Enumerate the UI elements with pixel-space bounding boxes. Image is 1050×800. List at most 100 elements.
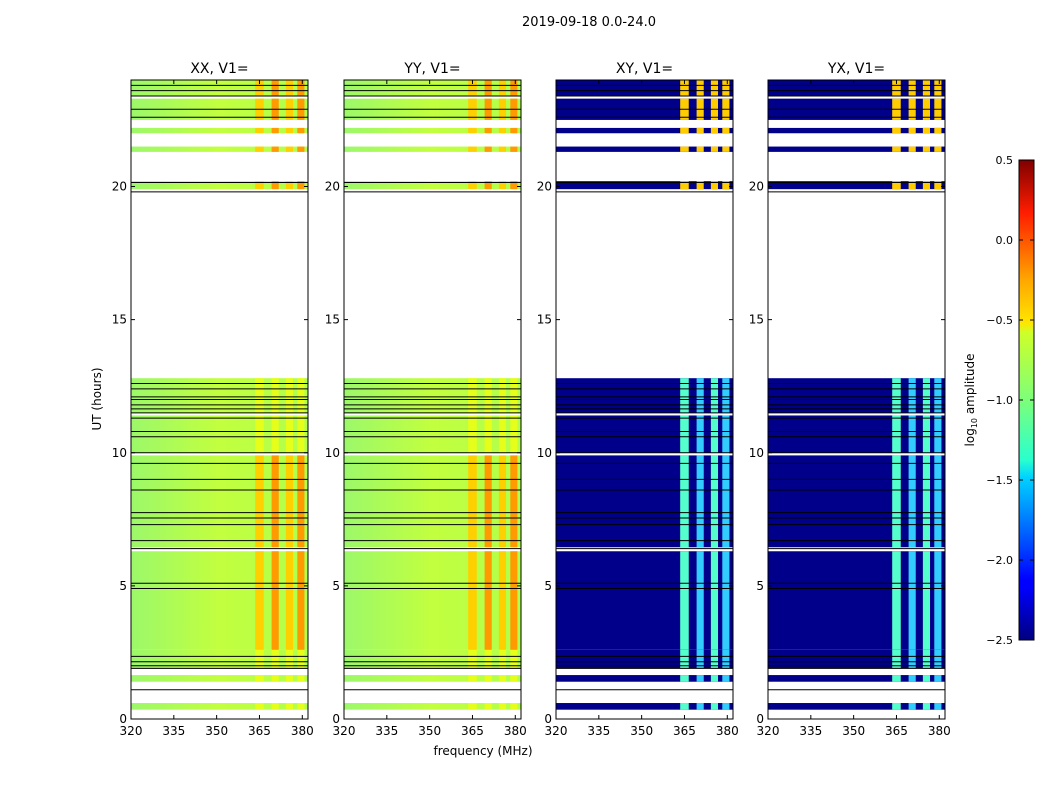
data-segment bbox=[768, 675, 945, 682]
data-segment bbox=[131, 181, 308, 190]
rfi-band bbox=[696, 415, 704, 453]
rfi-band bbox=[468, 551, 477, 650]
x-tick-label: 320 bbox=[333, 724, 356, 738]
data-segment bbox=[344, 455, 521, 548]
data-segment bbox=[344, 181, 521, 190]
rfi-band bbox=[680, 80, 689, 96]
rfi-band bbox=[922, 181, 931, 190]
y-tick-label: 5 bbox=[544, 579, 552, 593]
colorbar-tick-label: −2.0 bbox=[986, 554, 1013, 567]
rfi-band bbox=[710, 455, 719, 548]
panel-title: YY, V1= bbox=[403, 61, 460, 77]
rfi-band bbox=[892, 181, 901, 190]
rfi-band bbox=[510, 649, 518, 669]
rfi-band bbox=[892, 80, 901, 96]
rfi-band bbox=[696, 703, 704, 710]
rfi-band bbox=[934, 649, 942, 669]
x-tick-label: 335 bbox=[162, 724, 185, 738]
rfi-band bbox=[922, 146, 931, 152]
rfi-band bbox=[722, 703, 730, 710]
data-segment bbox=[556, 703, 733, 710]
data-segment bbox=[768, 551, 945, 650]
rfi-band bbox=[922, 455, 931, 548]
x-tick-label: 335 bbox=[799, 724, 822, 738]
rfi-band bbox=[934, 146, 942, 152]
rfi-band bbox=[908, 127, 916, 134]
rfi-band bbox=[710, 415, 719, 453]
rfi-band bbox=[892, 551, 901, 650]
y-tick-label: 10 bbox=[112, 446, 127, 460]
data-segment bbox=[768, 127, 945, 134]
data-segment bbox=[344, 146, 521, 152]
rfi-band bbox=[710, 146, 719, 152]
x-tick-label: 335 bbox=[587, 724, 610, 738]
rfi-band bbox=[892, 146, 901, 152]
rfi-band bbox=[908, 455, 916, 548]
x-tick-label: 380 bbox=[504, 724, 527, 738]
data-segment bbox=[556, 127, 733, 134]
x-tick-label: 365 bbox=[248, 724, 271, 738]
rfi-band bbox=[696, 80, 704, 96]
rfi-band bbox=[722, 551, 730, 650]
rfi-band bbox=[696, 181, 704, 190]
rfi-band bbox=[908, 415, 916, 453]
data-segment bbox=[131, 80, 308, 96]
rfi-band bbox=[484, 80, 492, 96]
rfi-band bbox=[722, 127, 730, 134]
rfi-band bbox=[285, 703, 294, 710]
rfi-band bbox=[484, 146, 492, 152]
rfi-band bbox=[468, 455, 477, 548]
rfi-band bbox=[271, 146, 279, 152]
rfi-band bbox=[271, 127, 279, 134]
rfi-band bbox=[297, 127, 305, 134]
data-segment bbox=[556, 455, 733, 548]
rfi-band bbox=[297, 80, 305, 96]
rfi-band bbox=[255, 415, 264, 453]
rfi-band bbox=[255, 181, 264, 190]
rfi-band bbox=[271, 675, 279, 682]
rfi-band bbox=[510, 703, 518, 710]
rfi-band bbox=[255, 649, 264, 669]
panel-frame bbox=[130, 79, 309, 720]
rfi-band bbox=[710, 378, 719, 413]
rfi-band bbox=[484, 181, 492, 190]
data-segment bbox=[344, 703, 521, 710]
data-segment bbox=[344, 415, 521, 453]
rfi-band bbox=[468, 80, 477, 96]
rfi-band bbox=[922, 80, 931, 96]
rfi-band bbox=[498, 146, 507, 152]
rfi-band bbox=[271, 551, 279, 650]
rfi-band bbox=[285, 675, 294, 682]
y-axis-label: UT (hours) bbox=[90, 367, 104, 430]
rfi-band bbox=[271, 80, 279, 96]
rfi-band bbox=[271, 649, 279, 669]
rfi-band bbox=[710, 703, 719, 710]
rfi-band bbox=[510, 675, 518, 682]
panel-frame bbox=[555, 79, 734, 720]
data-segment bbox=[344, 551, 521, 650]
rfi-band bbox=[498, 181, 507, 190]
data-segment bbox=[768, 181, 945, 190]
rfi-band bbox=[468, 378, 477, 413]
panel-frame bbox=[343, 79, 522, 720]
rfi-band bbox=[922, 703, 931, 710]
rfi-band bbox=[680, 378, 689, 413]
y-tick-label: 20 bbox=[112, 180, 127, 194]
rfi-band bbox=[892, 675, 901, 682]
data-segment bbox=[344, 127, 521, 134]
rfi-band bbox=[722, 455, 730, 548]
rfi-band bbox=[696, 649, 704, 669]
rfi-band bbox=[484, 649, 492, 669]
rfi-band bbox=[696, 378, 704, 413]
rfi-band bbox=[710, 675, 719, 682]
y-tick-label: 10 bbox=[749, 446, 764, 460]
rfi-band bbox=[722, 415, 730, 453]
rfi-band bbox=[484, 455, 492, 548]
rfi-band bbox=[498, 455, 507, 548]
rfi-band bbox=[892, 455, 901, 548]
rfi-band bbox=[680, 649, 689, 669]
rfi-band bbox=[934, 551, 942, 650]
rfi-band bbox=[934, 378, 942, 413]
rfi-band bbox=[908, 649, 916, 669]
data-segment bbox=[768, 703, 945, 710]
